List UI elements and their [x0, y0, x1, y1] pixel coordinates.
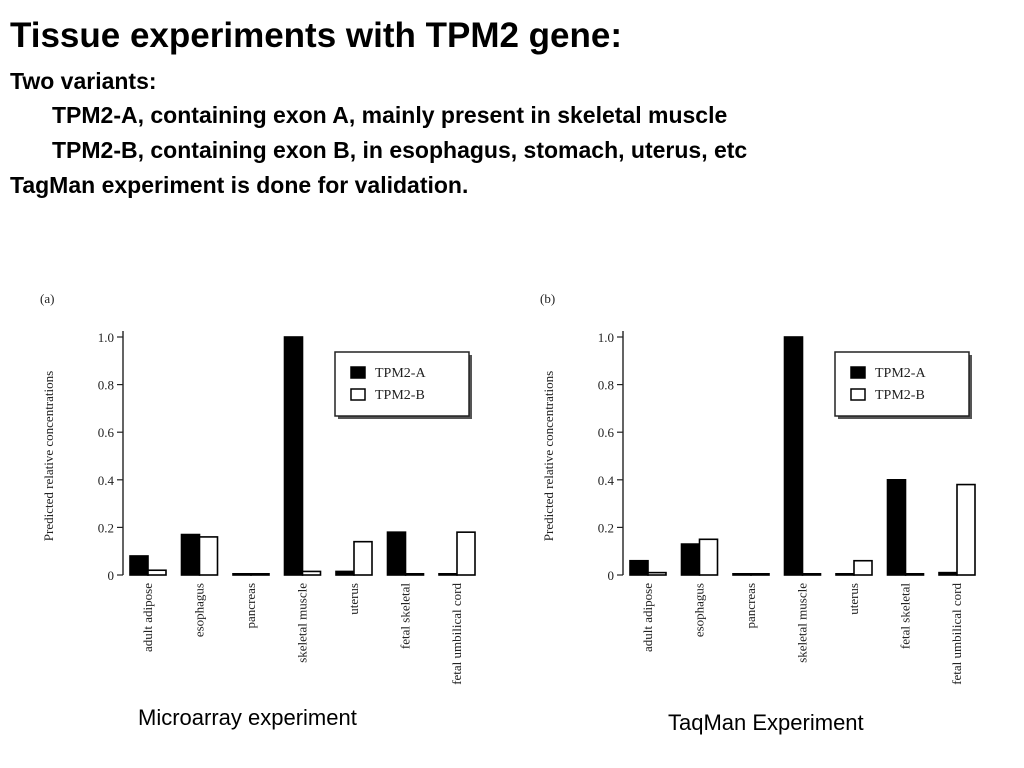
x-tick-label: fetal umbilical cord: [949, 583, 964, 685]
taqman-caption: TaqMan Experiment: [668, 710, 864, 735]
x-tick-label: fetal umbilical cord: [449, 583, 464, 685]
variant-a-line: TPM2-A, containing exon A, mainly presen…: [52, 102, 728, 128]
y-tick-label: 0.8: [598, 378, 614, 393]
microarray-caption: Microarray experiment: [138, 705, 357, 730]
bar-tpm2-b-esophagus: [698, 538, 719, 576]
bar-tpm2-b-pancreas: [750, 572, 770, 576]
bar-tpm2-a-pancreas: [232, 572, 252, 576]
x-tick-label: fetal skeletal: [398, 583, 413, 649]
y-axis-label: Predicted relative concentrations: [41, 371, 56, 541]
bar-tpm2-a-fetal-skeletal: [386, 531, 407, 576]
legend-swatch-tpm2-a: [350, 366, 366, 379]
legend-box: [834, 351, 970, 417]
x-tick-label: uterus: [346, 583, 361, 615]
bar-tpm2-b-adult-adipose: [647, 571, 667, 576]
x-tick-label: esophagus: [192, 583, 207, 637]
y-tick-label: 0.6: [98, 425, 115, 440]
y-tick-label: 0: [608, 568, 615, 583]
y-tick-label: 0: [108, 568, 115, 583]
panel-label: (a): [40, 291, 54, 306]
bar-tpm2-a-adult-adipose: [129, 555, 149, 576]
legend-swatch-tpm2-a: [850, 366, 866, 379]
y-tick-label: 0.8: [98, 378, 114, 393]
panel-label: (b): [540, 291, 555, 306]
x-tick-label: adult adipose: [140, 583, 155, 652]
y-axis-label: Predicted relative concentrations: [541, 371, 556, 541]
variant-b-line: TPM2-B, containing exon B, in esophagus,…: [52, 137, 748, 163]
x-tick-label: pancreas: [743, 583, 758, 628]
x-tick-label: fetal skeletal: [898, 583, 913, 649]
bar-tpm2-a-uterus: [835, 572, 855, 576]
slide-title: Tissue experiments with TPM2 gene:: [10, 16, 623, 55]
bar-tpm2-b-skeletal-muscle: [801, 572, 822, 576]
bar-tpm2-a-esophagus: [680, 543, 701, 576]
y-tick-label: 0.4: [98, 473, 115, 488]
legend-swatch-tpm2-b: [350, 388, 366, 401]
y-tick-label: 0.4: [598, 473, 615, 488]
x-tick-label: uterus: [846, 583, 861, 615]
bar-tpm2-b-fetal-umbilical-cord: [956, 483, 976, 576]
bar-tpm2-b-fetal-umbilical-cord: [456, 531, 476, 576]
legend-box: [334, 351, 470, 417]
bar-tpm2-b-fetal-skeletal: [904, 572, 925, 576]
legend-label-tpm2-a: TPM2-A: [375, 366, 426, 381]
legend-label-tpm2-b: TPM2-B: [875, 388, 925, 403]
bar-tpm2-a-uterus: [335, 570, 355, 576]
y-tick-label: 1.0: [598, 330, 614, 345]
y-tick-label: 1.0: [98, 330, 114, 345]
bar-tpm2-a-pancreas: [732, 572, 752, 576]
y-tick-label: 0.2: [98, 520, 114, 535]
x-tick-label: esophagus: [692, 583, 707, 637]
bar-tpm2-a-fetal-umbilical-cord: [438, 572, 458, 576]
legend-swatch-tpm2-b: [850, 388, 866, 401]
bar-tpm2-b-uterus: [853, 559, 873, 576]
variants-heading: Two variants:: [10, 68, 157, 94]
y-tick-label: 0.6: [598, 425, 615, 440]
legend-label-tpm2-a: TPM2-A: [875, 366, 926, 381]
x-tick-label: pancreas: [243, 583, 258, 628]
x-tick-label: skeletal muscle: [295, 583, 310, 663]
x-tick-label: skeletal muscle: [795, 583, 810, 663]
validation-line: TagMan experiment is done for validation…: [10, 172, 469, 198]
bar-tpm2-b-uterus: [353, 540, 373, 576]
bar-tpm2-a-fetal-skeletal: [886, 479, 907, 576]
y-tick-label: 0.2: [598, 520, 614, 535]
bar-tpm2-a-esophagus: [180, 533, 201, 576]
bar-tpm2-a-skeletal-muscle: [783, 336, 804, 576]
bar-tpm2-b-skeletal-muscle: [301, 570, 322, 576]
bar-tpm2-b-fetal-skeletal: [404, 572, 425, 576]
microarray-chart: (a) Predicted relative concentrations 0 0.2…: [40, 291, 476, 685]
bar-tpm2-a-adult-adipose: [629, 559, 649, 576]
bar-tpm2-a-fetal-umbilical-cord: [938, 571, 958, 576]
x-tick-label: adult adipose: [640, 583, 655, 652]
bar-tpm2-b-pancreas: [250, 572, 270, 576]
legend-label-tpm2-b: TPM2-B: [375, 388, 425, 403]
bar-tpm2-a-skeletal-muscle: [283, 336, 304, 576]
taqman-chart: (b) Predicted relative concentrations 0 0.2…: [540, 291, 976, 685]
bar-tpm2-b-adult-adipose: [147, 569, 167, 576]
bar-tpm2-b-esophagus: [198, 536, 219, 576]
